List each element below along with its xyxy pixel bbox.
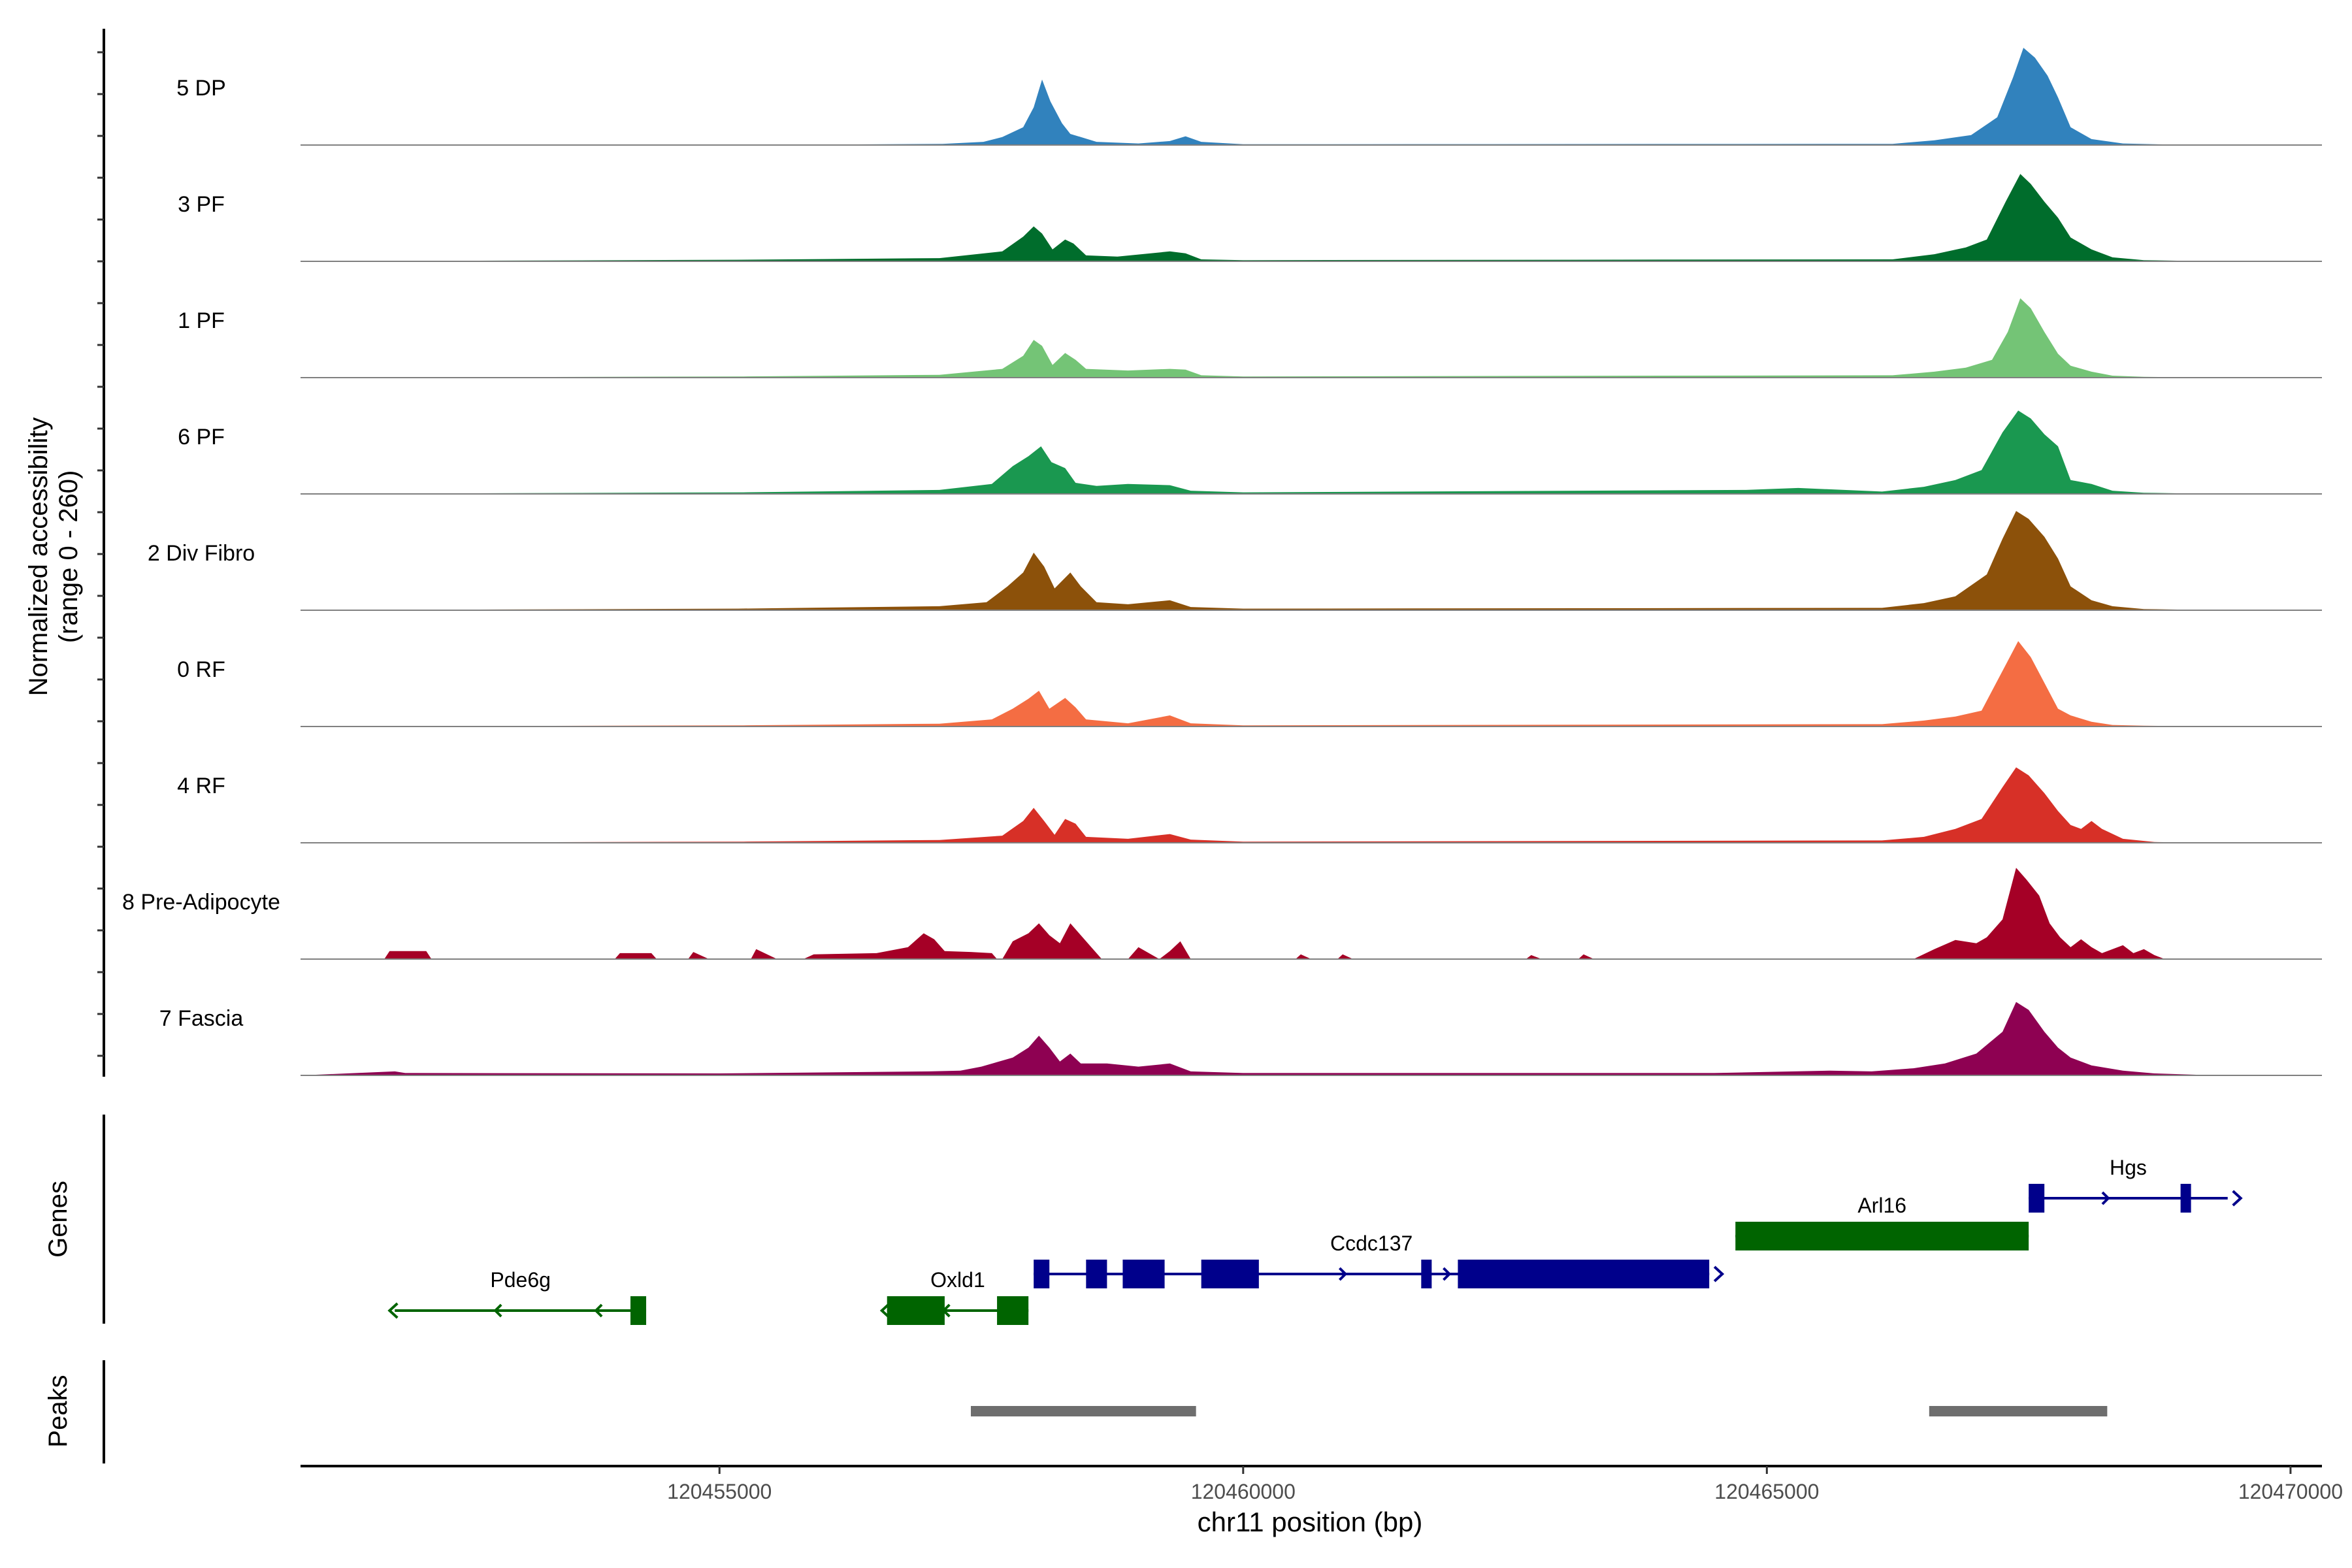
- coverage-tracks: 5 DP 3 PF 1 PF 6 PF 2 Div Fibro 0 RF 4 RF 8 Pre…: [122, 48, 2322, 1076]
- track-8: 8 Pre-Adipocyte: [122, 868, 2322, 960]
- gene-label: Oxld1: [930, 1268, 985, 1292]
- track-2: 3 PF: [178, 174, 2322, 262]
- track-label: 2 Div Fibro: [148, 541, 255, 566]
- exon: [1034, 1260, 1050, 1288]
- gene-ccdc137: Ccdc137: [1034, 1232, 1725, 1288]
- y-axis-title-line2: (range 0 - 260): [54, 470, 83, 644]
- strand-arrow: [2101, 1191, 2110, 1205]
- strand-arrow: [2232, 1190, 2243, 1207]
- coverage-area: [301, 868, 2322, 959]
- exon: [1421, 1260, 1432, 1288]
- track-9: 7 Fascia: [159, 1002, 2322, 1076]
- track-7: 4 RF: [177, 767, 2322, 843]
- gene-oxld1: Oxld1: [879, 1268, 1029, 1325]
- exon: [1458, 1260, 1710, 1288]
- track-label: 4 RF: [177, 774, 225, 798]
- track-label: 5 DP: [176, 76, 226, 101]
- peak: [1929, 1406, 2108, 1416]
- strand-arrow: [1338, 1267, 1348, 1281]
- exon: [2029, 1184, 2045, 1213]
- gene-label: Pde6g: [490, 1268, 551, 1292]
- track-label: 0 RF: [177, 657, 225, 682]
- track-1: 5 DP: [176, 48, 2322, 146]
- x-tick-label: 120470000: [2238, 1480, 2343, 1503]
- exon: [1735, 1222, 2029, 1250]
- peaks-track-label: Peaks: [44, 1375, 73, 1447]
- gene-hgs: Hgs: [2029, 1156, 2243, 1213]
- exon: [997, 1296, 1029, 1325]
- strand-arrow: [879, 1302, 891, 1319]
- track-label: 1 PF: [178, 308, 225, 333]
- gene-pde6g: Pde6g: [387, 1268, 647, 1325]
- track-label: 6 PF: [178, 425, 225, 449]
- exon: [1122, 1260, 1165, 1288]
- track-label: 8 Pre-Adipocyte: [122, 890, 280, 915]
- peak: [970, 1406, 1196, 1416]
- strand-arrow: [493, 1303, 502, 1318]
- x-tick-label: 120460000: [1191, 1480, 1296, 1503]
- exon: [887, 1296, 945, 1325]
- x-tick-label: 120455000: [667, 1480, 772, 1503]
- gene-label: Ccdc137: [1330, 1232, 1413, 1255]
- gene-label: Arl16: [1857, 1194, 1906, 1217]
- x-tick-label: 120465000: [1714, 1480, 1819, 1503]
- genes-track-label: Genes: [44, 1181, 73, 1258]
- track-label: 7 Fascia: [159, 1006, 244, 1031]
- track-5: 2 Div Fibro: [148, 511, 2322, 611]
- exon: [1201, 1260, 1259, 1288]
- gene-label: Hgs: [2110, 1156, 2147, 1179]
- exon: [630, 1296, 647, 1325]
- track-label: 3 PF: [178, 192, 225, 217]
- x-axis-ticks: 120455000 120460000 120465000 120470000: [667, 1466, 2343, 1503]
- track-3: 1 PF: [178, 298, 2322, 378]
- x-axis-title: chr11 position (bp): [1198, 1507, 1423, 1537]
- gene-arl16: Arl16: [1735, 1194, 2029, 1250]
- exon: [2180, 1184, 2191, 1213]
- track-6: 0 RF: [177, 641, 2322, 727]
- track-4: 6 PF: [178, 410, 2322, 495]
- strand-arrow: [594, 1303, 603, 1318]
- strand-arrow: [387, 1302, 399, 1319]
- strand-arrow: [1443, 1267, 1452, 1281]
- genes-track: Pde6g Oxld1 Ccdc137 Arl16 Hgs: [387, 1156, 2243, 1325]
- y-axis-title-line1: Normalized accessibility: [24, 417, 53, 696]
- exon: [1086, 1260, 1107, 1288]
- strand-arrow: [1713, 1266, 1725, 1282]
- coverage-y-axis-ticks: [97, 51, 104, 1057]
- peaks-track: [970, 1406, 2108, 1416]
